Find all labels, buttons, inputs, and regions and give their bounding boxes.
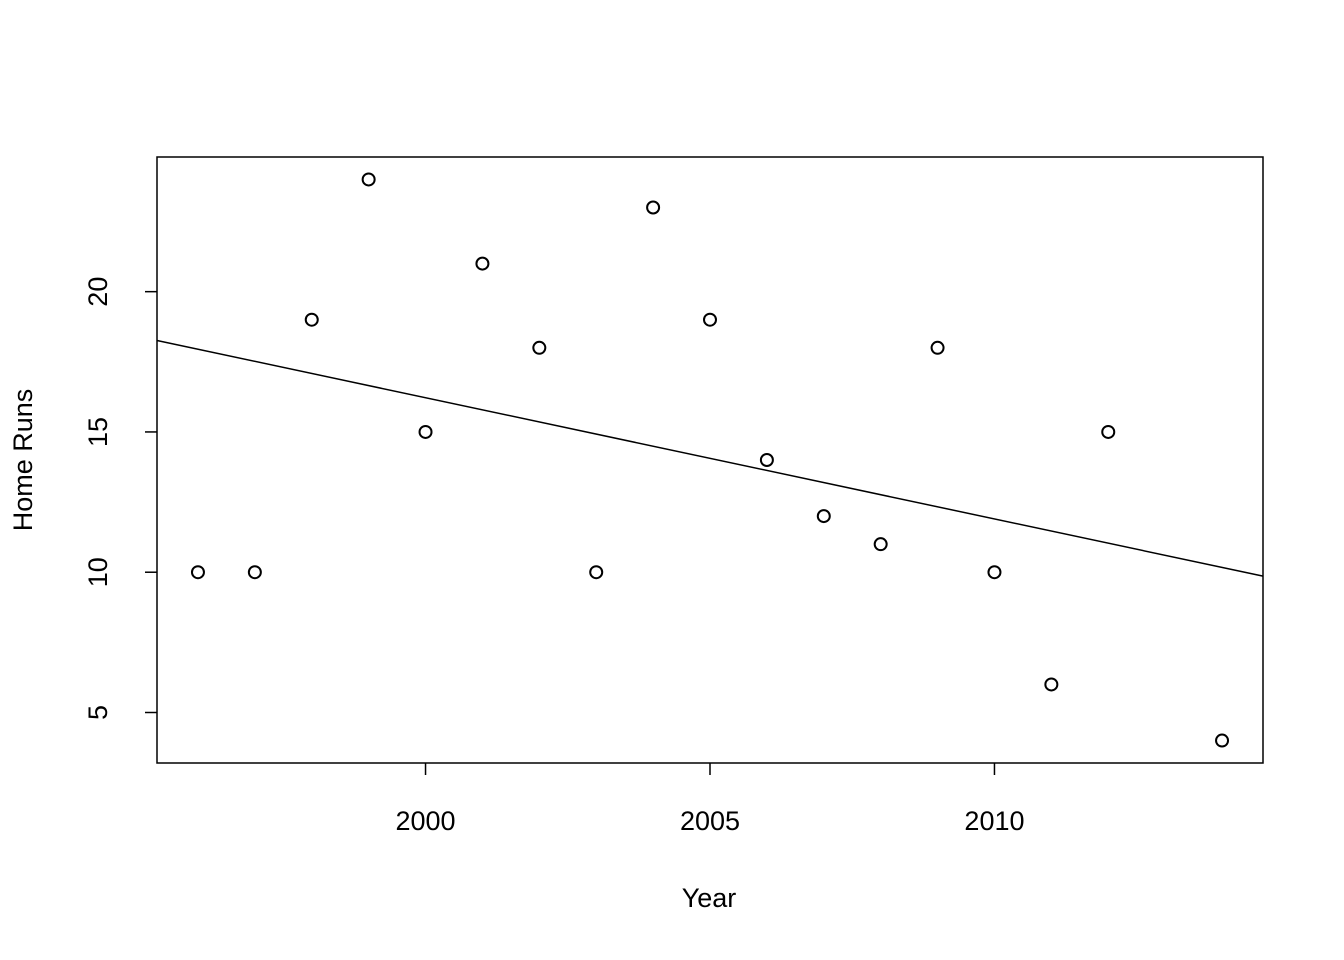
- point: [304, 312, 319, 327]
- point: [589, 565, 604, 580]
- point: [930, 340, 945, 355]
- y-tick-label: 15: [83, 417, 113, 447]
- point: [703, 312, 717, 327]
- point: [1101, 424, 1116, 439]
- x-tick-label: 2000: [395, 806, 455, 836]
- point: [1215, 733, 1230, 748]
- point: [247, 565, 262, 580]
- plot-frame: [156, 156, 1264, 764]
- point: [646, 200, 661, 215]
- point: [873, 537, 888, 552]
- point: [532, 340, 547, 355]
- y-axis-title: Home Runs: [8, 389, 38, 532]
- y-tick-label: 10: [83, 557, 113, 587]
- point: [475, 256, 490, 271]
- y-tick-label: 20: [83, 277, 113, 307]
- point: [987, 565, 1002, 580]
- y-tick-label: 5: [83, 705, 113, 720]
- point: [759, 453, 774, 467]
- point: [816, 509, 831, 524]
- point: [1044, 677, 1059, 692]
- trend-line: [156, 339, 1264, 577]
- point: [190, 565, 205, 580]
- x-tick-label: 2010: [964, 806, 1024, 836]
- x-tick-label: 2005: [680, 806, 740, 836]
- x-axis-title: Year: [682, 883, 737, 913]
- point: [361, 172, 376, 187]
- point: [418, 424, 433, 439]
